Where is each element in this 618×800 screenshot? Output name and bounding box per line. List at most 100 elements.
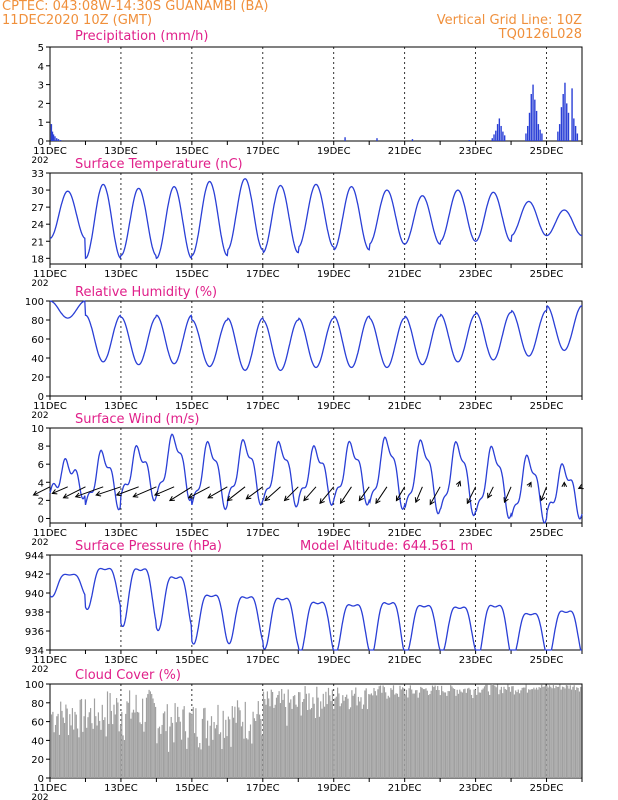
precip-bar: [57, 139, 60, 141]
y-tick-label: 18: [31, 254, 44, 265]
cloud-bar: [340, 703, 343, 778]
cloud-bar: [487, 691, 489, 778]
cloud-bar: [547, 687, 549, 778]
y-tick-label: 2: [38, 496, 44, 507]
wind-arrow: [116, 486, 139, 496]
cloud-bar: [360, 697, 362, 778]
y-tick-label: 21: [31, 237, 44, 248]
cloud-bar: [157, 728, 159, 778]
cloud-bar: [140, 724, 142, 778]
wind-arrow: [487, 486, 494, 499]
cloud-bar: [490, 685, 492, 778]
cloud-bar: [325, 691, 327, 778]
x-tick-label: 11DEC: [33, 269, 67, 280]
cloud-bar: [369, 694, 371, 778]
cloud-bar: [131, 712, 133, 778]
cloud-bar: [443, 692, 445, 778]
cloud-bar: [561, 686, 564, 778]
series-line-pressure: [49, 567, 582, 651]
cloud-bar: [104, 717, 106, 778]
cloud-bar: [162, 713, 164, 778]
x-tick-label: 13DEC: [104, 528, 138, 539]
precip-bar: [532, 84, 534, 141]
cloud-bar: [116, 698, 118, 778]
x-tick-label: 21DEC: [388, 146, 422, 157]
wind-arrow: [303, 486, 317, 501]
cloud-bar: [576, 687, 578, 778]
cloud-bar: [229, 719, 231, 778]
cloud-bar: [329, 695, 331, 778]
cloud-bar: [434, 685, 436, 778]
cloud-bar: [483, 686, 486, 778]
cloud-bar: [320, 701, 322, 778]
cloud-bar: [522, 687, 525, 778]
y-tick-label: 80: [31, 699, 44, 710]
cloud-bar: [356, 705, 358, 778]
cloud-bar: [220, 732, 222, 778]
cloud-bar: [259, 714, 261, 778]
cloud-bar: [273, 707, 275, 778]
x-tick-label: 17DEC: [246, 269, 280, 280]
cloud-bar: [495, 687, 497, 778]
cloud-bar: [399, 685, 401, 778]
panel-frame: [49, 300, 583, 397]
wind-arrow: [96, 486, 122, 496]
cloud-bar: [84, 699, 86, 778]
cloud-bar: [513, 694, 515, 778]
cloud-bar: [454, 689, 456, 778]
cloud-bar: [524, 687, 526, 778]
wind-arrow-head: [207, 493, 214, 499]
cloud-bar: [301, 701, 304, 778]
cloud-bar: [252, 711, 254, 778]
cloud-bar: [426, 690, 428, 778]
cloud-bar: [207, 720, 209, 778]
panel-title: Precipitation (mm/h): [75, 29, 208, 44]
precip-bar: [51, 131, 54, 141]
cloud-bar: [95, 716, 97, 778]
cloud-bar: [551, 688, 553, 778]
cloud-bar: [278, 691, 280, 778]
cloud-bar: [343, 700, 345, 778]
cloud-bar: [521, 687, 523, 778]
cloud-bar: [411, 689, 413, 778]
cloud-bar: [569, 685, 571, 778]
cloud-bar: [403, 688, 405, 778]
cloud-bar: [502, 693, 504, 778]
cloud-bar: [304, 686, 306, 778]
wind-arrow: [33, 486, 51, 496]
cloud-bar: [67, 735, 70, 778]
precip-bar: [527, 125, 529, 141]
cloud-bar: [346, 694, 348, 778]
x-tick-label: 13DEC: [104, 655, 138, 666]
cloud-bar: [500, 686, 502, 778]
cloud-bar: [223, 737, 226, 778]
x-tick-label: 15DEC: [175, 401, 209, 412]
cloud-bar: [539, 687, 541, 778]
cloud-bar: [333, 708, 335, 778]
cloud-bar: [460, 691, 462, 778]
cloud-bar: [355, 687, 357, 778]
y-tick-label: 940: [25, 589, 44, 600]
cloud-bar: [161, 724, 163, 778]
cloud-bar: [464, 688, 466, 778]
cloud-bar: [405, 689, 408, 778]
cloud-bar: [303, 698, 305, 778]
cloud-bar: [123, 739, 125, 778]
cloud-bar: [79, 699, 81, 778]
cloud-bar: [247, 739, 249, 778]
cloud-bar: [506, 689, 508, 778]
cloud-bar: [145, 697, 148, 778]
cloud-bar: [366, 709, 369, 778]
panel-cloud: 0 20 40 60 80 100 11DEC 13DEC 15DEC 17DEC 19DEC 21D…: [25, 668, 583, 800]
cloud-bar: [534, 689, 536, 778]
wind-arrow: [227, 486, 246, 501]
cloud-bar: [217, 704, 219, 778]
cloud-bar: [269, 706, 271, 778]
cloud-bar: [73, 729, 75, 778]
y-tick-label: 4: [38, 478, 44, 489]
cloud-bar: [240, 726, 242, 778]
cloud-bar: [359, 701, 361, 778]
precip-bar: [500, 125, 502, 141]
cloud-bar: [516, 692, 518, 778]
x-tick-label: 23DEC: [459, 783, 493, 794]
